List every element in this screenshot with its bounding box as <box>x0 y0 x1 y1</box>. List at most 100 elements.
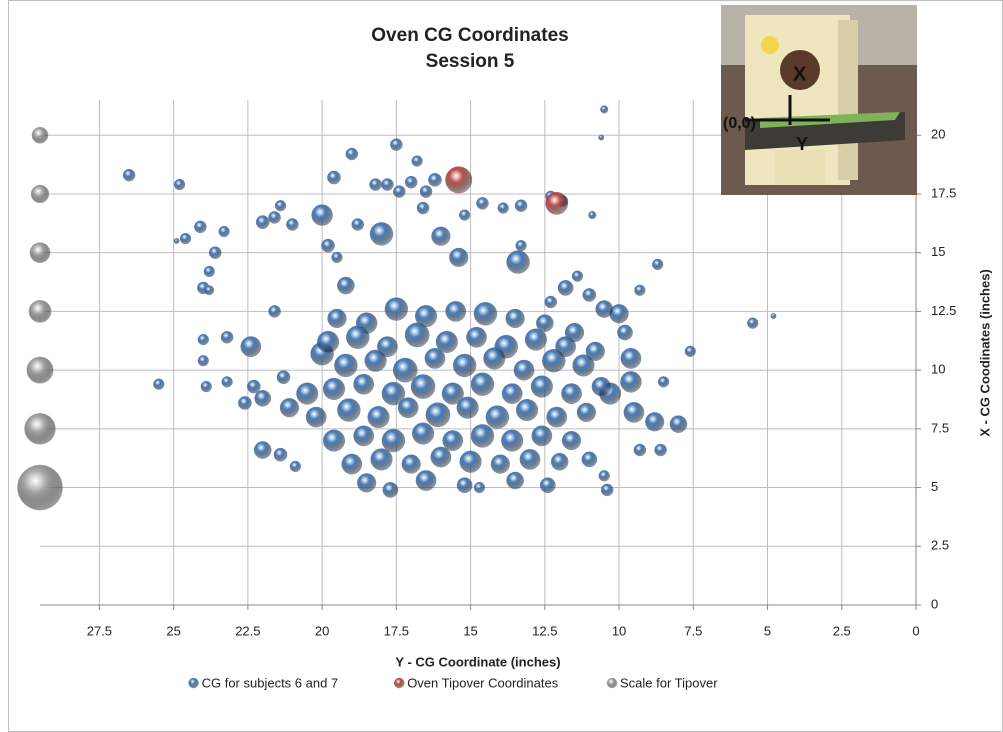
bubble <box>456 396 479 419</box>
bubble <box>430 446 452 468</box>
bubble <box>445 166 473 194</box>
bubble <box>197 355 209 367</box>
bubble <box>254 390 272 407</box>
bubble <box>200 380 212 393</box>
bubble <box>557 280 574 296</box>
y-tick-label: 17.5 <box>931 185 956 200</box>
bubble <box>425 402 451 428</box>
bubble <box>585 341 605 361</box>
bubble <box>572 354 595 377</box>
bubble <box>582 288 597 302</box>
bubble <box>24 413 56 445</box>
bubble <box>519 449 541 470</box>
bubble <box>311 204 333 226</box>
bubble <box>28 300 52 323</box>
bubble <box>505 308 525 328</box>
bubble <box>623 402 645 423</box>
x-tick-label: 27.5 <box>87 623 112 638</box>
y-tick-label: 7.5 <box>931 420 949 435</box>
bubble <box>273 447 288 462</box>
bubble <box>515 399 538 422</box>
bubble <box>501 429 524 452</box>
bubble <box>17 464 63 511</box>
bubble <box>208 246 222 259</box>
y-tick-label: 2.5 <box>931 538 949 553</box>
bubble <box>240 336 262 357</box>
bubble <box>449 247 469 267</box>
bubble <box>442 430 464 451</box>
bubble <box>29 242 51 263</box>
bubble <box>341 453 363 475</box>
bubble <box>550 452 569 471</box>
bubble <box>253 441 272 459</box>
bubble <box>497 202 509 214</box>
bubble <box>337 276 355 295</box>
bubble <box>588 211 597 220</box>
y-axis-title: X - CG Coodinates (inches) <box>977 269 992 437</box>
bubble <box>305 406 327 428</box>
bubble <box>218 225 230 238</box>
bubble <box>561 383 582 404</box>
bubble <box>238 396 252 410</box>
bubble <box>179 232 192 245</box>
bubble <box>327 308 347 328</box>
bubble <box>370 448 393 471</box>
bubble <box>268 211 281 224</box>
bubble <box>514 199 528 212</box>
bubble <box>390 138 403 151</box>
y-tick-label: 0 <box>931 596 938 611</box>
bubble <box>539 477 556 494</box>
bubble <box>473 481 486 494</box>
bubble <box>353 425 374 447</box>
bubble <box>221 376 233 388</box>
bubble <box>384 297 408 321</box>
x-tick-label: 15 <box>463 623 477 638</box>
legend-label: Oven Tipover Coordinates <box>407 675 559 690</box>
x-tick-label: 7.5 <box>684 623 702 638</box>
bubble <box>456 477 473 494</box>
bubble <box>337 398 361 422</box>
bubble <box>194 220 207 234</box>
bubble <box>26 356 54 384</box>
bubble <box>331 251 343 263</box>
bubbles <box>17 105 777 511</box>
bubble <box>654 443 667 457</box>
bubble <box>546 406 567 428</box>
bubble <box>470 424 495 448</box>
bubble <box>445 301 467 322</box>
bubble <box>286 218 299 231</box>
bubble <box>419 185 433 198</box>
bubble <box>204 285 215 296</box>
bubble <box>470 372 495 396</box>
bubble <box>317 330 340 353</box>
bubble <box>645 412 665 432</box>
bubble <box>652 258 664 271</box>
bubble <box>173 238 180 244</box>
bubble <box>322 377 345 400</box>
bubble <box>369 222 394 246</box>
bubble <box>381 178 394 191</box>
bubble <box>220 330 234 344</box>
bubble <box>197 333 209 346</box>
bubble <box>501 383 523 404</box>
x-tick-label: 5 <box>764 623 771 638</box>
bubble <box>353 373 374 395</box>
bubble <box>416 201 430 215</box>
bubble <box>203 265 215 278</box>
bubble <box>620 371 642 393</box>
bubble <box>415 470 437 491</box>
bubble <box>476 197 489 210</box>
bubble <box>381 381 406 406</box>
legend-label: Scale for Tipover <box>620 675 718 690</box>
x-tick-label: 12.5 <box>532 623 557 638</box>
bubble <box>770 313 777 319</box>
y-tick-label: 12.5 <box>931 303 956 318</box>
bubble <box>397 397 419 419</box>
bubble <box>617 324 633 341</box>
bubble <box>392 357 418 383</box>
bubble <box>600 105 609 114</box>
x-axis-title: Y - CG Coordinate (inches) <box>395 654 560 669</box>
y-tick-label: 5 <box>931 479 938 494</box>
bubble <box>30 184 50 204</box>
bubble <box>346 325 370 349</box>
